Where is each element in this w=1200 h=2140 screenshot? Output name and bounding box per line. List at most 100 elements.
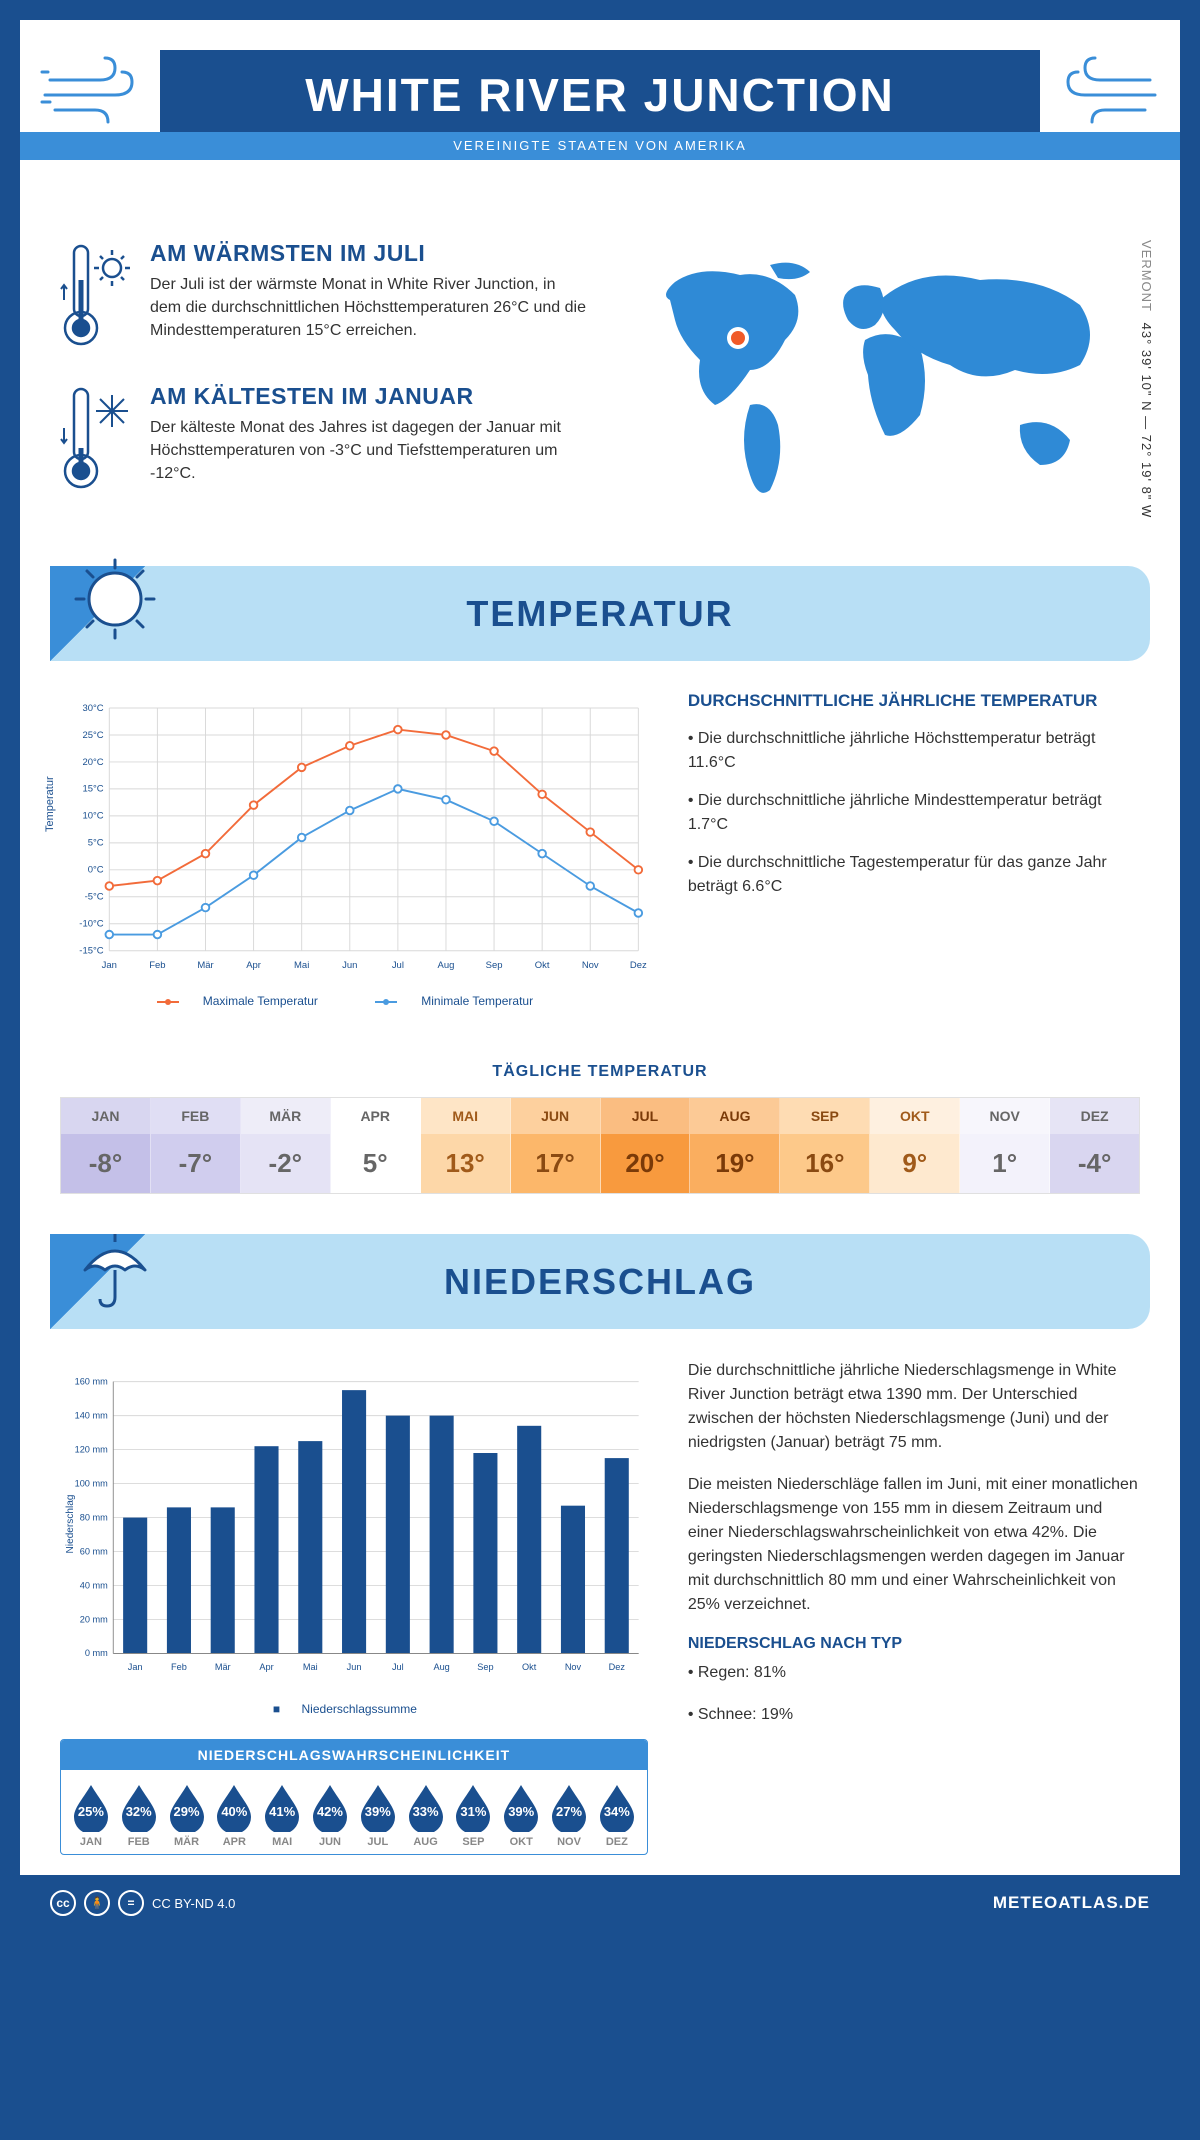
precip-legend: ■ Niederschlagssumme: [60, 1702, 648, 1716]
warmest-block: AM WÄRMSTEN IM JULI Der Juli ist der wär…: [60, 240, 590, 355]
daily-cell: APR5°: [331, 1098, 421, 1193]
temp-bullet: • Die durchschnittliche Tagestemperatur …: [688, 851, 1140, 899]
svg-text:Jan: Jan: [102, 960, 117, 971]
precipitation-chart: 0 mm 20 mm 40 mm 60 mm 80 mm 100 mm 120 mm 140 …: [60, 1359, 648, 1729]
daily-cell: MAI13°: [421, 1098, 511, 1193]
daily-cell: DEZ-4°: [1050, 1098, 1139, 1193]
svg-text:60 mm: 60 mm: [80, 1546, 108, 1556]
svg-text:40 mm: 40 mm: [80, 1580, 108, 1590]
temp-bullet: • Die durchschnittliche jährliche Mindes…: [688, 789, 1140, 837]
precipitation-description: Die durchschnittliche jährliche Niedersc…: [688, 1359, 1140, 1855]
infographic-page: WHITE RIVER JUNCTION VEREINIGTE STAATEN …: [20, 20, 1180, 1931]
temp-legend: Maximale Temperatur Minimale Temperatur: [60, 994, 648, 1008]
temp-desc-heading: DURCHSCHNITTLICHE JÄHRLICHE TEMPERATUR: [688, 691, 1140, 711]
probability-cell: 39%OKT: [497, 1782, 545, 1848]
precipitation-section: 0 mm 20 mm 40 mm 60 mm 80 mm 100 mm 120 mm 140 …: [20, 1359, 1180, 1875]
title-banner: WHITE RIVER JUNCTION: [160, 50, 1040, 132]
precip-type-heading: NIEDERSCHLAG NACH TYP: [688, 1635, 1140, 1653]
license-text: CC BY-ND 4.0: [152, 1896, 235, 1911]
probability-cell: 32%FEB: [115, 1782, 163, 1848]
precip-snow: • Schnee: 19%: [688, 1703, 1140, 1727]
probability-cell: 39%JUL: [354, 1782, 402, 1848]
world-map: VERMONT 43° 39' 10" N — 72° 19' 8" W: [620, 240, 1140, 526]
wind-icon: [1040, 50, 1160, 130]
probability-cell: 25%JAN: [67, 1782, 115, 1848]
section-title: TEMPERATUR: [466, 593, 733, 635]
svg-text:Dez: Dez: [630, 960, 647, 971]
svg-text:Nov: Nov: [565, 1662, 582, 1672]
svg-text:100 mm: 100 mm: [75, 1478, 108, 1488]
temperature-banner: TEMPERATUR: [50, 566, 1150, 661]
svg-text:140 mm: 140 mm: [75, 1410, 108, 1420]
svg-text:Sep: Sep: [477, 1662, 493, 1672]
svg-text:0°C: 0°C: [88, 865, 104, 876]
svg-text:30°C: 30°C: [82, 703, 103, 714]
svg-text:Jul: Jul: [392, 960, 404, 971]
probability-cell: 29%MÄR: [163, 1782, 211, 1848]
info-row: AM WÄRMSTEN IM JULI Der Juli ist der wär…: [20, 240, 1180, 556]
svg-text:Aug: Aug: [438, 960, 455, 971]
daily-cell: FEB-7°: [151, 1098, 241, 1193]
nd-icon: =: [118, 1890, 144, 1916]
daily-title: TÄGLICHE TEMPERATUR: [20, 1063, 1180, 1081]
precipitation-banner: NIEDERSCHLAG: [50, 1234, 1150, 1329]
precip-rain: • Regen: 81%: [688, 1661, 1140, 1685]
umbrella-icon: [70, 1222, 160, 1312]
wind-icon: [40, 50, 160, 130]
warmest-text: Der Juli ist der wärmste Monat in White …: [150, 273, 590, 343]
temperature-chart: Temperatur -15°C-10°C-5°C0°C5°C10°C15°C2…: [60, 691, 648, 1021]
warmest-title: AM WÄRMSTEN IM JULI: [150, 240, 590, 267]
temperature-description: DURCHSCHNITTLICHE JÄHRLICHE TEMPERATUR •…: [688, 691, 1140, 1021]
svg-text:0 mm: 0 mm: [85, 1648, 108, 1658]
daily-cell: AUG19°: [690, 1098, 780, 1193]
temperature-section: Temperatur -15°C-10°C-5°C0°C5°C10°C15°C2…: [20, 691, 1180, 1051]
svg-text:15°C: 15°C: [82, 784, 103, 795]
svg-text:Jan: Jan: [128, 1662, 143, 1672]
svg-text:Jul: Jul: [392, 1662, 404, 1672]
svg-text:10°C: 10°C: [82, 811, 103, 822]
precip-p1: Die durchschnittliche jährliche Niedersc…: [688, 1359, 1140, 1455]
cc-icon: cc: [50, 1890, 76, 1916]
state-label: VERMONT: [1139, 240, 1154, 312]
svg-text:Feb: Feb: [149, 960, 165, 971]
daily-temperature-table: JAN-8°FEB-7°MÄR-2°APR5°MAI13°JUN17°JUL20…: [60, 1097, 1140, 1194]
coldest-title: AM KÄLTESTEN IM JANUAR: [150, 383, 590, 410]
svg-text:Mär: Mär: [215, 1662, 231, 1672]
svg-text:Mär: Mär: [197, 960, 213, 971]
daily-cell: JAN-8°: [61, 1098, 151, 1193]
svg-text:Jun: Jun: [347, 1662, 362, 1672]
svg-text:25°C: 25°C: [82, 730, 103, 741]
coordinates: VERMONT 43° 39' 10" N — 72° 19' 8" W: [1139, 240, 1154, 518]
svg-text:Dez: Dez: [609, 1662, 626, 1672]
brand: METEOATLAS.DE: [993, 1893, 1150, 1913]
svg-text:Feb: Feb: [171, 1662, 187, 1672]
probability-cell: 27%NOV: [545, 1782, 593, 1848]
daily-cell: NOV1°: [960, 1098, 1050, 1193]
svg-text:5°C: 5°C: [88, 838, 104, 849]
coords-value: 43° 39' 10" N — 72° 19' 8" W: [1139, 323, 1154, 519]
probability-title: NIEDERSCHLAGSWAHRSCHEINLICHKEIT: [61, 1740, 647, 1770]
svg-text:80 mm: 80 mm: [80, 1512, 108, 1522]
daily-cell: OKT9°: [870, 1098, 960, 1193]
precip-p2: Die meisten Niederschläge fallen im Juni…: [688, 1473, 1140, 1617]
coldest-block: AM KÄLTESTEN IM JANUAR Der kälteste Mona…: [60, 383, 590, 498]
svg-text:20°C: 20°C: [82, 757, 103, 768]
svg-text:20 mm: 20 mm: [80, 1614, 108, 1624]
license: cc 🧍 = CC BY-ND 4.0: [50, 1890, 235, 1916]
svg-text:-10°C: -10°C: [79, 919, 103, 930]
svg-text:Aug: Aug: [433, 1662, 449, 1672]
svg-text:Jun: Jun: [342, 960, 357, 971]
daily-cell: JUL20°: [601, 1098, 691, 1193]
svg-text:Mai: Mai: [294, 960, 309, 971]
svg-text:Niederschlag: Niederschlag: [65, 1495, 76, 1554]
probability-cell: 40%APR: [210, 1782, 258, 1848]
svg-text:Mai: Mai: [303, 1662, 318, 1672]
page-title: WHITE RIVER JUNCTION: [160, 68, 1040, 122]
by-icon: 🧍: [84, 1890, 110, 1916]
footer: cc 🧍 = CC BY-ND 4.0 METEOATLAS.DE: [20, 1875, 1180, 1931]
svg-text:120 mm: 120 mm: [75, 1444, 108, 1454]
svg-text:Apr: Apr: [259, 1662, 273, 1672]
daily-cell: SEP16°: [780, 1098, 870, 1193]
subtitle: VEREINIGTE STAATEN VON AMERIKA: [20, 132, 1180, 160]
svg-text:Apr: Apr: [246, 960, 261, 971]
